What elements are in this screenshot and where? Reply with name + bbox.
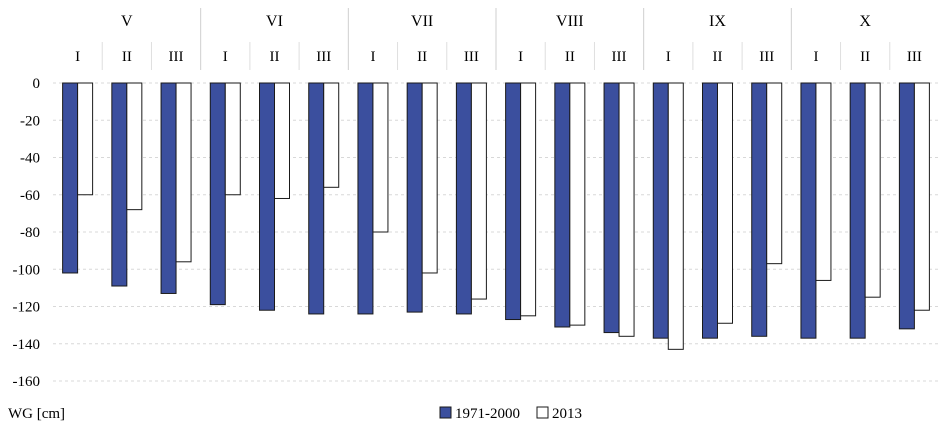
bar-1971-2000 (455, 82, 472, 315)
month-label: V (121, 13, 133, 30)
bar-1971-2000 (652, 82, 669, 339)
decade-label: II (860, 49, 870, 65)
bar-2013 (274, 82, 290, 199)
legend-swatch (536, 406, 549, 419)
decade-label: III (759, 49, 774, 65)
y-tick-label: 0 (33, 76, 41, 92)
bar-2013 (224, 82, 241, 196)
decade-label: II (122, 49, 132, 65)
bar-1971-2000 (111, 82, 128, 287)
decade-label: III (316, 49, 331, 65)
bar-2013 (717, 82, 733, 324)
bar-1971-2000 (751, 82, 768, 337)
decade-label: II (270, 49, 280, 65)
decade-label: I (518, 49, 523, 65)
bars (62, 82, 930, 350)
y-tick-label: -100 (13, 262, 41, 278)
decade-label: I (666, 49, 671, 65)
decade-label: III (169, 49, 184, 65)
bar-2013 (569, 82, 586, 326)
y-tick-label: -160 (13, 374, 41, 390)
decade-label: II (713, 49, 723, 65)
bar-1971-2000 (209, 82, 226, 306)
decade-label: III (612, 49, 627, 65)
bar-1971-2000 (357, 82, 374, 315)
y-tick-label: -140 (13, 337, 41, 353)
bar-2013 (372, 82, 389, 233)
bar-1971-2000 (160, 82, 177, 294)
bar-1971-2000 (259, 82, 275, 311)
bar-1971-2000 (849, 82, 866, 339)
y-tick-label: -60 (20, 188, 40, 204)
legend: 1971-2000 2013 (439, 406, 582, 422)
bar-2013 (864, 82, 881, 298)
bar-2013 (323, 82, 340, 188)
decade-label: III (464, 49, 479, 65)
bar-1971-2000 (62, 82, 79, 274)
bar-2013 (77, 82, 94, 196)
month-separators (101, 8, 891, 70)
decade-label: II (417, 49, 427, 65)
bar-1971-2000 (603, 82, 620, 334)
bar-1971-2000 (898, 82, 915, 330)
bar-1971-2000 (308, 82, 325, 315)
bar-1971-2000 (505, 82, 522, 321)
decade-label: I (223, 49, 228, 65)
bar-1971-2000 (800, 82, 817, 339)
decade-label: II (565, 49, 575, 65)
month-label: IX (709, 13, 726, 30)
legend-label: 1971-2000 (455, 406, 520, 422)
bar-1971-2000 (406, 82, 423, 313)
bar-1971-2000 (554, 82, 571, 328)
month-label: X (859, 13, 871, 30)
bar-2013 (766, 82, 783, 265)
bar-2013 (667, 82, 684, 350)
bar-2013 (520, 82, 537, 317)
bar-2013 (815, 82, 832, 281)
y-axis: 0 -20 -40 -60 -80 -100 -120 -140 -160 (13, 76, 41, 390)
y-tick-label: -120 (13, 300, 41, 316)
bar-2013 (618, 82, 635, 337)
decade-label: I (370, 49, 375, 65)
month-label: VI (266, 13, 283, 30)
bar-2013 (913, 82, 930, 311)
bar-2013 (421, 82, 438, 274)
bar-2013 (175, 82, 192, 263)
decade-label: I (75, 49, 80, 65)
legend-label: 2013 (552, 406, 582, 422)
month-label: VIII (556, 13, 584, 30)
bar-1971-2000 (702, 82, 718, 339)
month-label: VII (411, 13, 433, 30)
y-axis-unit-label: WG [cm] (8, 406, 65, 422)
y-tick-label: -80 (20, 225, 40, 241)
bar-2013 (126, 82, 143, 211)
decade-label: III (907, 49, 922, 65)
y-tick-label: -20 (20, 113, 40, 129)
y-tick-label: -40 (20, 151, 40, 167)
legend-swatch (439, 406, 452, 419)
decade-label: I (813, 49, 818, 65)
gridlines (53, 82, 939, 382)
bar-2013 (470, 82, 487, 300)
